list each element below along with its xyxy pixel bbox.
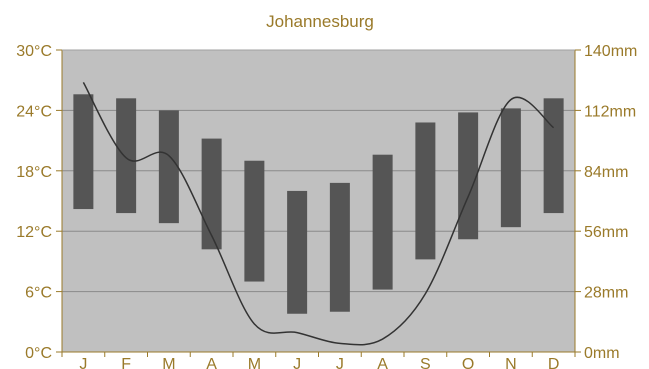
x-tick-label: J (79, 356, 87, 369)
temperature-bar (458, 112, 479, 240)
left-tick-label: 30°C (16, 43, 52, 60)
precipitation-line (82, 81, 555, 346)
chart-title: Johannesburg (266, 12, 374, 31)
temperature-bar (500, 108, 521, 228)
right-tick-label: 56mm (584, 224, 628, 241)
left-tick-label: 24°C (16, 103, 52, 120)
temperature-bar (543, 98, 564, 214)
temperature-bar (329, 182, 350, 312)
right-tick-label: 28mm (584, 285, 628, 302)
left-tick-label: 12°C (16, 224, 52, 241)
gridlines (62, 109, 575, 293)
plot-area (62, 50, 575, 352)
temperature-bar (372, 154, 393, 290)
x-tick-label: O (462, 356, 474, 369)
x-tick-label: F (121, 356, 131, 369)
x-tick-label: S (420, 356, 431, 369)
axes (56, 49, 581, 357)
precipitation-line-group (82, 81, 555, 346)
left-tick-label: 18°C (16, 164, 52, 181)
x-tick-label: N (505, 356, 517, 369)
x-tick-label: J (336, 356, 344, 369)
x-tick-label: A (206, 356, 217, 369)
x-tick-label: M (248, 356, 261, 369)
temperature-bars (73, 94, 564, 314)
x-tick-label: J (293, 356, 301, 369)
axis-labels: 0°C 6°C 12°C 18°C 24°C 30°C 0mm 28mm 56mm 84mm 112… (16, 43, 637, 369)
temperature-bar (415, 122, 436, 260)
x-tick-label: A (377, 356, 388, 369)
temperature-bar (158, 110, 179, 224)
temperature-bar (287, 190, 308, 314)
temperature-bar (244, 160, 265, 282)
left-tick-label: 0°C (25, 345, 52, 362)
x-tick-label: M (162, 356, 175, 369)
right-tick-label: 0mm (584, 345, 620, 362)
right-tick-label: 112mm (584, 103, 636, 120)
temperature-bar (116, 98, 137, 214)
x-tick-label: D (548, 356, 560, 369)
temperature-bar (201, 138, 222, 250)
left-tick-label: 6°C (25, 285, 52, 302)
right-tick-label: 84mm (584, 164, 628, 181)
right-tick-label: 140mm (584, 43, 637, 60)
temperature-bar (73, 94, 94, 210)
